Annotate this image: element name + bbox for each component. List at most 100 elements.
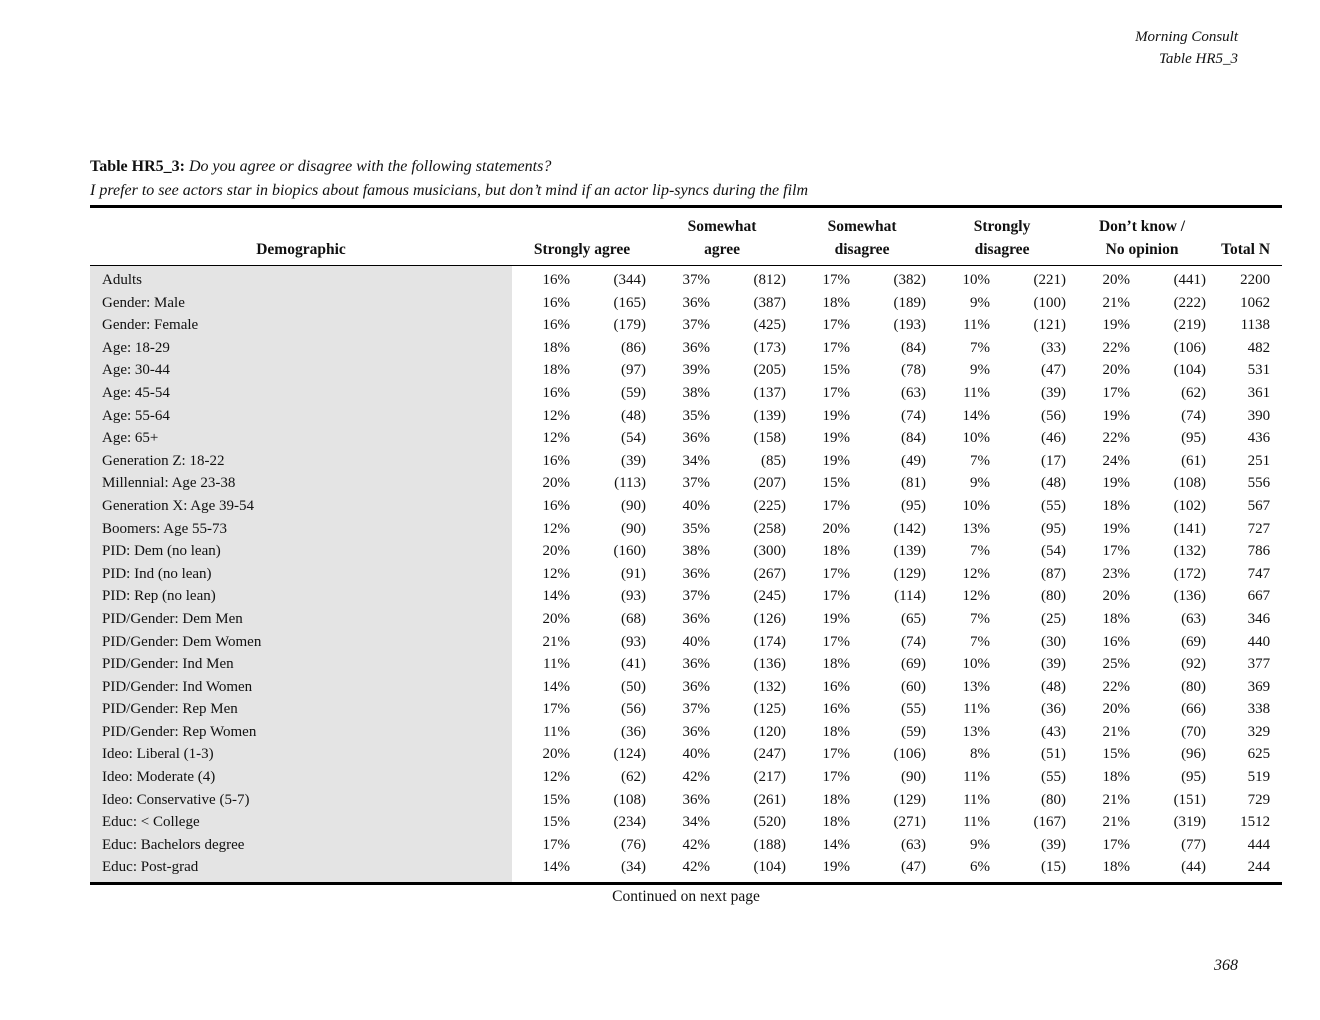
column-header-total-n: Total N [1212,206,1283,266]
total-n-value: 1138 [1240,317,1271,334]
count-value: (63) [901,384,927,401]
total-n-value: 519 [1247,769,1271,786]
percent-value: 20% [542,475,571,492]
percent-value: 16% [542,497,571,514]
count-value: (95) [901,497,927,514]
count-value: (165) [613,294,647,311]
total-n-value: 377 [1247,656,1271,673]
percent-value: 12% [542,565,571,582]
percent-value: 11% [963,769,991,786]
total-n-value: 482 [1247,339,1271,356]
percent-value: 12% [542,430,571,447]
count-value: (174) [753,633,787,650]
count-value: (93) [621,633,647,650]
percent-value: 21% [1102,294,1131,311]
percent-value: 18% [822,814,851,831]
percent-value: 15% [542,814,571,831]
table-row: Generation X: Age 39-54 16% (90) 40% (225) 17… [90,494,1282,518]
table-row: PID/Gender: Ind Women 14% (50) 36% (132) 16% (… [90,675,1282,699]
percent-value: 19% [822,610,851,627]
percent-value: 16% [542,317,571,334]
table-row: Gender: Male 16% (165) 36% (387) 18% (189) 9% (1… [90,291,1282,315]
percent-value: 19% [1102,520,1131,537]
count-value: (39) [1041,656,1067,673]
count-value: (84) [901,430,927,447]
percent-value: 17% [1102,384,1131,401]
total-n-value: 361 [1247,384,1271,401]
count-value: (193) [893,317,927,334]
column-header-strongly-disagree: Strongly disagree [932,206,1073,266]
total-n-value: 1512 [1240,814,1271,831]
count-value: (129) [893,565,927,582]
count-value: (104) [1173,362,1207,379]
count-value: (87) [1041,565,1067,582]
count-value: (41) [621,656,647,673]
total-n-value: 556 [1247,475,1271,492]
table-row: PID/Gender: Ind Men 11% (41) 36% (136) 18% (69… [90,653,1282,676]
percent-value: 9% [970,362,991,379]
count-value: (124) [613,746,647,763]
table-row: Age: 18-29 18% (86) 36% (173) 17% (84) 7% (33) 22… [90,336,1282,360]
percent-value: 17% [822,497,851,514]
total-n-value: 625 [1247,746,1271,763]
percent-value: 16% [542,384,571,401]
percent-value: 16% [822,701,851,718]
percent-value: 19% [1102,317,1131,334]
percent-value: 13% [962,678,991,695]
count-value: (96) [1181,746,1207,763]
table-row: Age: 55-64 12% (48) 35% (139) 19% (74) 14% (56) 1… [90,404,1282,428]
table-row: Educ: < College 15% (234) 34% (520) 18% (271) 1… [90,811,1282,834]
count-value: (129) [893,791,927,808]
count-value: (382) [893,272,927,288]
count-value: (167) [1033,814,1067,831]
total-n-value: 786 [1247,543,1271,560]
count-value: (132) [753,678,787,695]
total-n-value: 2200 [1240,272,1271,288]
table-row: PID/Gender: Rep Women 11% (36) 36% (120) 18% (… [90,720,1282,744]
count-value: (95) [1041,520,1067,537]
total-n-value: 251 [1247,452,1271,469]
percent-value: 20% [542,610,571,627]
table-row: Educ: Post-grad 14% (34) 42% (104) 19% (47) 6% (… [90,856,1282,884]
count-value: (91) [621,565,647,582]
demographic-label: Age: 18-29 [90,336,512,360]
count-value: (74) [901,407,927,424]
percent-value: 11% [963,791,991,808]
percent-value: 34% [682,452,711,469]
percent-value: 17% [822,384,851,401]
demographic-label: PID/Gender: Dem Men [90,607,512,631]
table-row: Educ: Bachelors degree 17% (76) 42% (188) 14%… [90,833,1282,857]
count-value: (126) [753,610,787,627]
total-n-value: 369 [1247,678,1271,695]
percent-value: 7% [970,452,991,469]
table-row: Gender: Female 16% (179) 37% (425) 17% (193) 11… [90,314,1282,337]
count-value: (271) [893,814,927,831]
table-row: PID: Ind (no lean) 12% (91) 36% (267) 17% (129… [90,562,1282,586]
count-value: (85) [761,452,787,469]
percent-value: 16% [542,294,571,311]
percent-value: 36% [682,294,711,311]
count-value: (221) [1033,272,1067,288]
total-n-value: 444 [1247,836,1271,853]
percent-value: 36% [682,723,711,740]
percent-value: 11% [543,723,570,740]
count-value: (104) [753,859,787,876]
table-row: PID/Gender: Dem Men 20% (68) 36% (126) 19% (65… [90,607,1282,631]
table-reference: Table HR5_3 [1158,51,1238,67]
percent-value: 36% [682,339,711,356]
percent-value: 9% [970,836,991,853]
demographic-label: PID: Rep (no lean) [90,585,512,608]
demographic-label: Generation Z: 18-22 [90,449,512,473]
count-value: (55) [1041,497,1067,514]
percent-value: 42% [682,769,711,786]
percent-value: 10% [962,430,991,447]
count-value: (158) [753,430,787,447]
percent-value: 9% [970,294,991,311]
percent-value: 18% [822,723,851,740]
demographic-label: Millennial: Age 23-38 [90,472,512,495]
percent-value: 23% [1102,565,1131,582]
percent-value: 18% [1102,769,1131,786]
percent-value: 17% [1102,543,1131,560]
demographic-label: PID: Dem (no lean) [90,540,512,563]
percent-value: 19% [1102,407,1131,424]
